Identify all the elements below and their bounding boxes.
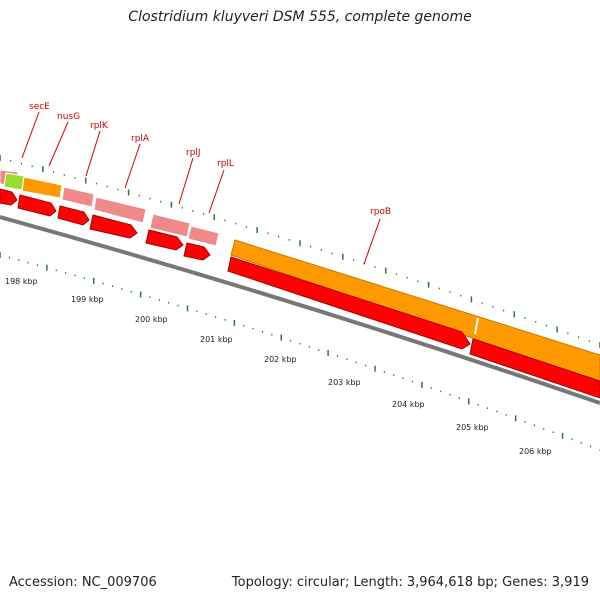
gene-label-sece: secE <box>29 102 50 112</box>
cds-arrow-rpla[interactable] <box>89 214 138 239</box>
gene-label-rplj: rplJ <box>186 148 201 158</box>
feature-pink-rplk[interactable] <box>61 186 95 208</box>
scale-label: 198 kbp <box>5 277 38 286</box>
feature-pink-rplj[interactable] <box>149 213 191 238</box>
feature-orange-rpob[interactable] <box>230 239 600 383</box>
cds-arrow-rpll[interactable] <box>183 242 211 261</box>
cds-arrow-next[interactable] <box>469 338 600 399</box>
feature-row-cds <box>0 188 600 399</box>
cds-arrow-0[interactable] <box>0 188 18 206</box>
scale-labels: 198 kbp 199 kbp 200 kbp 201 kbp 202 kbp … <box>5 277 552 456</box>
topology-label: Topology: circular; Length: 3,964,618 bp… <box>231 575 589 590</box>
outer-ticks <box>0 155 600 348</box>
gene-label-rpll: rplL <box>217 159 234 169</box>
inner-ticks <box>0 252 600 451</box>
feature-orange-nusg[interactable] <box>21 176 63 199</box>
scale-label: 203 kbp <box>328 378 361 387</box>
cds-arrow-rpob[interactable] <box>227 256 471 350</box>
scale-label: 206 kbp <box>519 447 552 456</box>
genome-backbone <box>0 215 600 405</box>
map-title: Clostridium kluyveri DSM 555, complete g… <box>128 9 472 25</box>
gene-label-rpob: rpoB <box>370 207 391 217</box>
feature-pink-rpll[interactable] <box>187 225 220 247</box>
gene-pointers <box>21 111 381 265</box>
feature-green[interactable] <box>3 172 25 191</box>
gene-label-rpla: rplA <box>131 134 150 144</box>
gene-label-nusg: nusG <box>57 112 80 122</box>
scale-label: 205 kbp <box>456 423 489 432</box>
cds-arrow-rplj[interactable] <box>145 229 184 251</box>
scale-label: 202 kbp <box>264 355 297 364</box>
scale-label: 200 kbp <box>135 315 168 324</box>
cds-arrow-nusg[interactable] <box>17 194 57 217</box>
scale-label: 204 kbp <box>392 400 425 409</box>
scale-label: 201 kbp <box>200 335 233 344</box>
scale-label: 199 kbp <box>71 295 104 304</box>
feature-row-top <box>0 169 600 383</box>
cds-arrow-rplk[interactable] <box>57 205 90 226</box>
gene-label-rplk: rplK <box>90 121 109 131</box>
feature-pink-rpla[interactable] <box>93 196 147 224</box>
accession-label: Accession: NC_009706 <box>9 575 157 590</box>
gene-labels: secE nusG rplK rplA rplJ rplL rpoB <box>29 102 391 217</box>
